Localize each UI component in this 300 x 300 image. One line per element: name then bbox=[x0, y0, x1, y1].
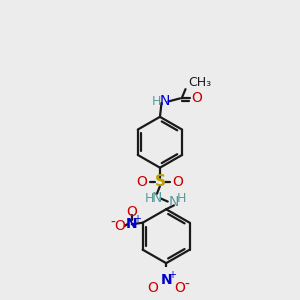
Text: N: N bbox=[160, 273, 172, 287]
Text: S: S bbox=[154, 174, 166, 189]
Text: N: N bbox=[159, 94, 170, 108]
Text: +: + bbox=[133, 214, 141, 224]
Text: H: H bbox=[145, 192, 154, 205]
Text: O: O bbox=[192, 92, 203, 105]
Text: N: N bbox=[152, 191, 162, 206]
Text: -: - bbox=[184, 278, 190, 292]
Text: O: O bbox=[137, 175, 148, 188]
Text: N: N bbox=[169, 195, 179, 208]
Text: O: O bbox=[114, 219, 125, 233]
Text: O: O bbox=[147, 281, 158, 295]
Text: CH₃: CH₃ bbox=[189, 76, 212, 89]
Text: H: H bbox=[177, 192, 186, 205]
Text: O: O bbox=[175, 281, 185, 295]
Text: O: O bbox=[126, 205, 137, 219]
Text: +: + bbox=[168, 270, 176, 280]
Text: O: O bbox=[172, 175, 183, 188]
Text: -: - bbox=[110, 216, 115, 230]
Text: H: H bbox=[152, 95, 161, 108]
Text: N: N bbox=[126, 217, 138, 231]
